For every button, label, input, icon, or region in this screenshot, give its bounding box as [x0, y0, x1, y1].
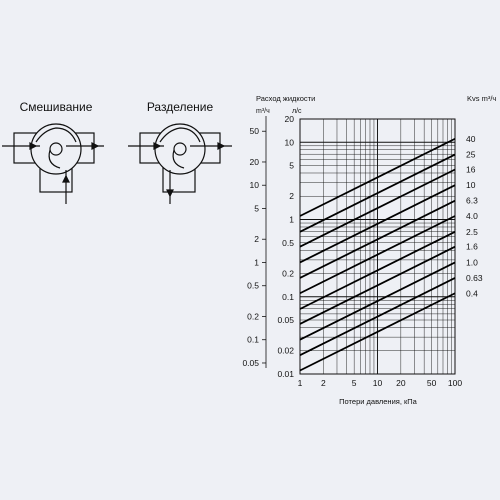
x-tick-label: 1	[298, 378, 303, 388]
kvs-line-10	[299, 184, 456, 264]
y-tick-label-m3h: 10	[250, 180, 260, 190]
kvs-line-6-3	[299, 199, 456, 279]
x-axis-label: Потери давления, кПа	[339, 397, 418, 406]
kvs-label: 0.4	[466, 288, 478, 298]
left-unit-inner: л/с	[292, 108, 302, 115]
kvs-label: 0.63	[466, 273, 483, 283]
y-tick-label-m3h: 2	[254, 234, 259, 244]
y-tick-label-ls: 0.01	[277, 369, 294, 379]
y-tick-label-ls: 10	[285, 137, 295, 147]
chart-title: Расход жидкости	[256, 94, 315, 103]
y-tick-label-ls: 0.1	[282, 292, 294, 302]
x-tick-label: 10	[373, 378, 383, 388]
chart-grid	[299, 118, 456, 375]
kvs-line-40	[299, 137, 456, 217]
y-tick-label-m3h: 50	[250, 126, 260, 136]
x-tick-label: 2	[321, 378, 326, 388]
y-tick-label-ls: 1	[289, 215, 294, 225]
separation-title: Разделение	[147, 100, 214, 114]
x-tick-label: 50	[427, 378, 437, 388]
x-tick-label: 5	[352, 378, 357, 388]
y-tick-label-m3h: 0.2	[247, 311, 259, 321]
x-tick-label: 100	[448, 378, 462, 388]
kvs-line-0-4	[299, 292, 456, 372]
y-tick-label-ls: 0.5	[282, 238, 294, 248]
chart-series	[299, 137, 456, 372]
y-tick-label-m3h: 0.5	[247, 281, 259, 291]
kvs-label: 25	[466, 150, 476, 160]
y-tick-label-m3h: 1	[254, 257, 259, 267]
y-tick-label-m3h: 5	[254, 203, 259, 213]
x-tick-label: 20	[396, 378, 406, 388]
kvs-label: 1.0	[466, 257, 478, 267]
kvs-line-16	[299, 168, 456, 248]
y-tick-label-ls: 20	[285, 114, 295, 124]
left-unit-outer: m³/ч	[256, 108, 270, 115]
y-tick-label-m3h: 0.1	[247, 335, 259, 345]
kvs-label: 40	[466, 134, 476, 144]
kvs-label: 2.5	[466, 227, 478, 237]
kvs-line-2-5	[299, 230, 456, 310]
separation-valve-diagram	[128, 123, 232, 204]
kvs-line-4-0	[299, 215, 456, 295]
kvs-label: 4.0	[466, 211, 478, 221]
kvs-line-0-63	[299, 277, 456, 357]
kvs-label: 6.3	[466, 196, 478, 206]
mixing-title: Смешивание	[20, 100, 93, 114]
y-tick-label-m3h: 20	[250, 157, 260, 167]
kvs-label: 1.6	[466, 242, 478, 252]
kvs-label: 10	[466, 180, 476, 190]
y-tick-label-ls: 0.05	[277, 315, 294, 325]
y-tick-label-ls: 0.02	[277, 346, 294, 356]
kvs-line-1-0	[299, 261, 456, 341]
y-tick-label-ls: 5	[289, 161, 294, 171]
kvs-line-25	[299, 153, 456, 233]
y-tick-label-ls: 2	[289, 191, 294, 201]
right-title: Kvs m³/ч	[467, 94, 496, 103]
kvs-line-1-6	[299, 245, 456, 325]
kvs-label: 16	[466, 164, 476, 174]
mixing-valve-diagram	[2, 123, 104, 204]
y-tick-label-ls: 0.2	[282, 268, 294, 278]
y-tick-label-m3h: 0.05	[242, 358, 259, 368]
